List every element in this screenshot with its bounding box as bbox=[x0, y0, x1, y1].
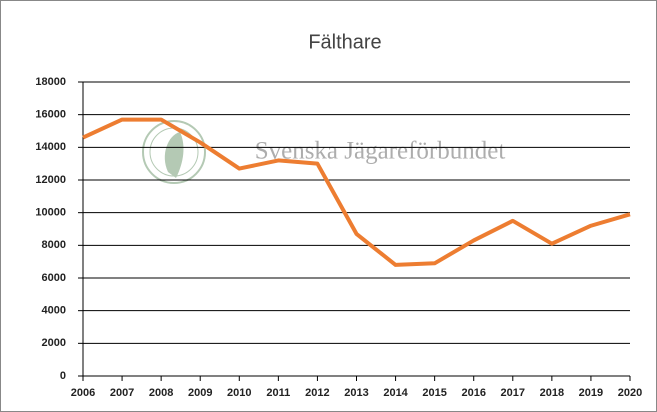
x-tick-label: 2009 bbox=[188, 387, 212, 399]
x-tick-label: 2011 bbox=[266, 387, 290, 399]
y-tick-label: 0 bbox=[60, 370, 66, 382]
y-tick-label: 8000 bbox=[42, 239, 66, 251]
y-tick-label: 4000 bbox=[42, 305, 66, 317]
x-tick-label: 2016 bbox=[461, 387, 485, 399]
x-tick-label: 2010 bbox=[227, 387, 251, 399]
y-tick-label: 16000 bbox=[35, 109, 66, 121]
x-tick-label: 2019 bbox=[579, 387, 603, 399]
y-tick-label: 18000 bbox=[35, 76, 66, 88]
y-tick-label: 10000 bbox=[35, 207, 66, 219]
x-tick-label: 2007 bbox=[110, 387, 134, 399]
y-tick-label: 14000 bbox=[35, 141, 66, 153]
chart-title: Fälthare bbox=[308, 31, 381, 53]
x-tick-label: 2008 bbox=[149, 387, 173, 399]
y-tick-label: 6000 bbox=[42, 272, 66, 284]
x-tick-label: 2015 bbox=[422, 387, 446, 399]
x-tick-label: 2018 bbox=[540, 387, 564, 399]
line-series bbox=[82, 117, 631, 267]
x-tick-label: 2012 bbox=[305, 387, 329, 399]
x-tick-label: 2014 bbox=[383, 387, 408, 399]
x-tick-label: 2017 bbox=[501, 387, 525, 399]
y-tick-label: 12000 bbox=[35, 174, 66, 186]
x-tick-label: 2020 bbox=[618, 387, 642, 399]
y-tick-label: 2000 bbox=[42, 337, 66, 349]
x-tick-label: 2006 bbox=[71, 387, 95, 399]
x-tick-label: 2013 bbox=[344, 387, 368, 399]
